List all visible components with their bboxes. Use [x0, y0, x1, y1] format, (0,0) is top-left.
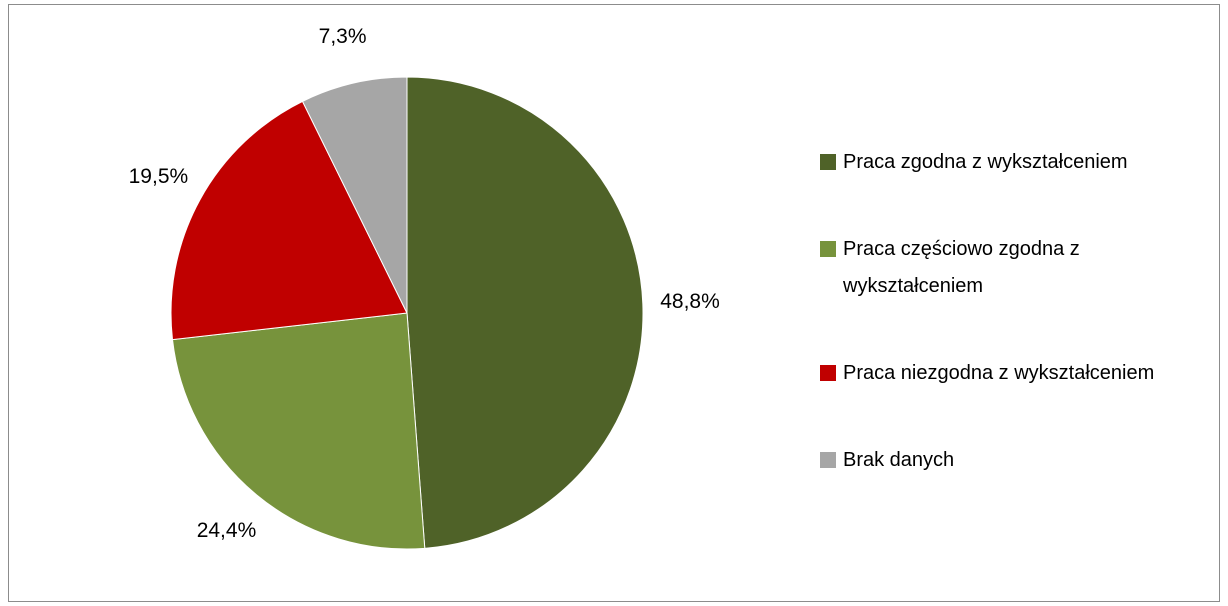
data-label: 7,3% [319, 25, 367, 48]
legend-item: Praca zgodna z wykształceniem [820, 144, 1180, 181]
legend-swatch [820, 241, 836, 257]
data-label: 24,4% [197, 519, 257, 542]
data-label: 19,5% [129, 165, 189, 188]
legend-label: Praca zgodna z wykształceniem [843, 151, 1128, 173]
legend-item: Brak danych [820, 442, 1180, 479]
legend-item: Praca częściowo zgodna z wykształceniem [820, 231, 1180, 305]
legend-label: Praca niezgodna z wykształceniem [843, 362, 1155, 384]
chart-frame [8, 4, 1220, 602]
legend-swatch [820, 452, 836, 468]
data-label: 48,8% [660, 290, 720, 313]
pie-slice [301, 76, 408, 314]
legend-swatch [820, 154, 836, 170]
pie-slice [170, 100, 408, 341]
legend-label: Brak danych [843, 449, 955, 471]
legend-label: Praca częściowo zgodna z wykształceniem [843, 238, 1080, 297]
pie-slice [171, 312, 426, 550]
legend-item: Praca niezgodna z wykształceniem [820, 355, 1180, 392]
legend-swatch [820, 365, 836, 381]
legend: Praca zgodna z wykształceniem Praca częśc… [820, 144, 1180, 479]
pie-slice [406, 76, 644, 549]
